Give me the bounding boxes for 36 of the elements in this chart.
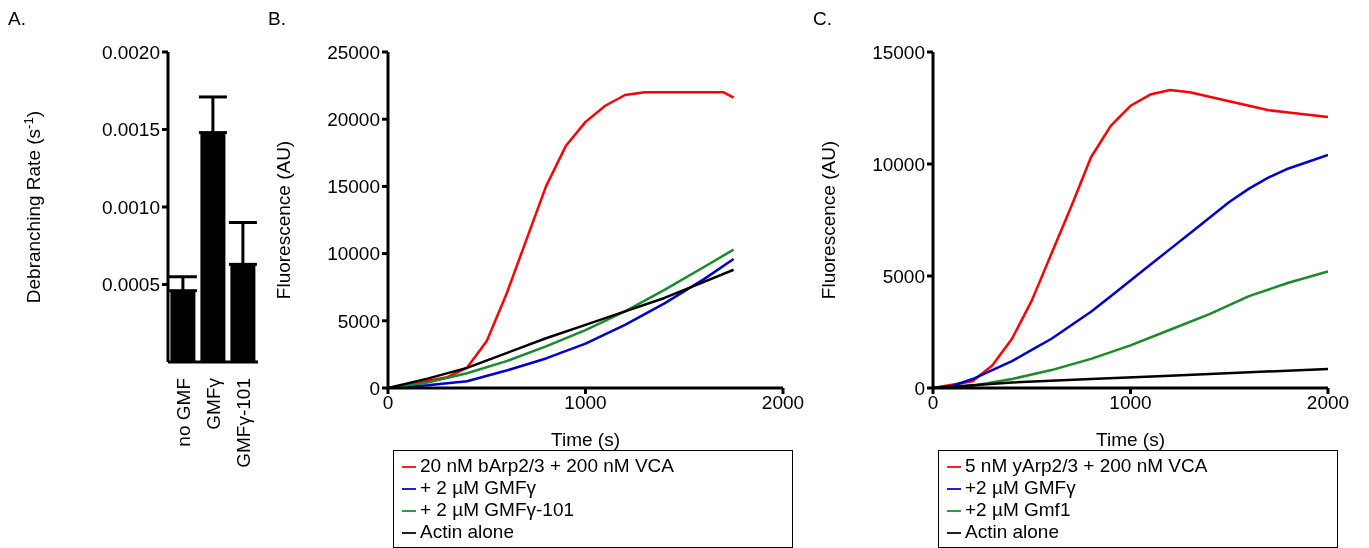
x-tick-label: no GMF — [172, 378, 194, 447]
legend-label: + 2 µM GMFγ-101 — [420, 499, 575, 520]
y-tick-label: 0.0005 — [101, 274, 160, 296]
y-tick-label: 0.0020 — [101, 41, 160, 63]
x-tick-label: 1000 — [564, 392, 607, 414]
x-tick-label: 2000 — [761, 392, 805, 414]
y-tick-label: 0.0010 — [101, 196, 160, 218]
y-tick-label: 5000 — [337, 310, 380, 332]
y-axis-title: Fluorescence (AU) — [818, 140, 839, 300]
x-axis-title: Time (s) — [551, 429, 620, 450]
y-tick-label: 20000 — [327, 108, 380, 130]
x-tick-label: 2000 — [1306, 392, 1350, 414]
y-tick-label: 15000 — [327, 176, 380, 198]
legend-label: Actin alone — [420, 521, 515, 542]
chart-title: B. — [268, 8, 287, 31]
x-tick-label: GMFγ-101 — [232, 378, 254, 468]
legend-label: Actin alone — [965, 521, 1060, 542]
x-tick-label: GMFγ — [202, 377, 224, 430]
x-tick-label: 0 — [927, 392, 939, 414]
chart-title: A. — [8, 8, 27, 31]
y-tick-label: 0.0015 — [101, 119, 160, 141]
y-tick-label: 5000 — [882, 265, 925, 287]
y-tick-label: 15000 — [872, 41, 925, 63]
chart-title: C. — [813, 8, 833, 31]
legend-label: + 2 µM GMFγ — [420, 477, 536, 498]
legend-label: 5 nM yArp2/3 + 200 nM VCA — [965, 455, 1208, 476]
legend-label: 20 nM bArp2/3 + 200 nM VCA — [420, 455, 675, 476]
y-tick-label: 10000 — [872, 153, 925, 175]
x-tick-label: 1000 — [1109, 392, 1152, 414]
x-tick-label: 0 — [382, 392, 394, 414]
legend-label: +2 µM GMFγ — [965, 477, 1076, 498]
y-tick-label: 25000 — [327, 41, 380, 63]
legend-label: +2 µM Gmf1 — [965, 499, 1071, 520]
y-tick-label: 10000 — [327, 243, 380, 265]
y-axis-title: Fluorescence (AU) — [273, 140, 294, 300]
x-axis-title: Time (s) — [1096, 429, 1165, 450]
